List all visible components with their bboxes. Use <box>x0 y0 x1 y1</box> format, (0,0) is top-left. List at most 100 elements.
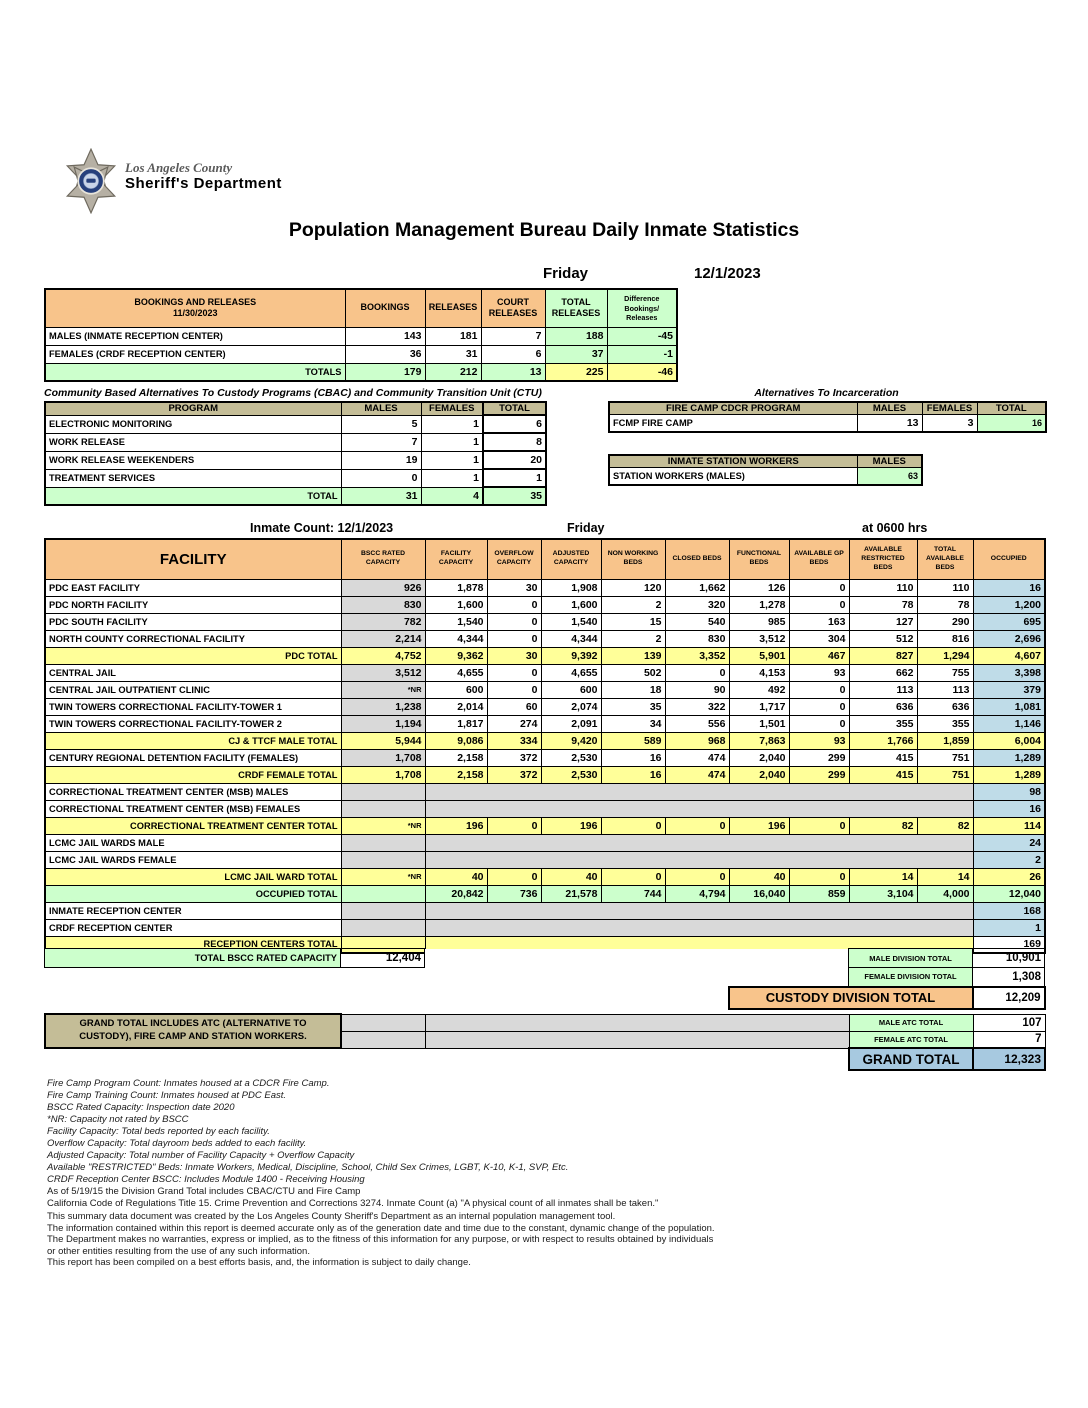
col-releases: RELEASES <box>424 288 482 328</box>
total-label: TOTAL <box>44 486 342 506</box>
facility-row: PDC TOTAL 4,752 9,362 30 9,392 139 3,352 5,901 4… <box>44 646 1046 665</box>
cell-value: 1,859 <box>916 731 974 750</box>
custody-division-label: CUSTODY DIVISION TOTAL <box>727 985 974 1010</box>
cell-bscc: 3,512 <box>340 663 426 682</box>
cell-occupied: 2 <box>972 850 1046 869</box>
cell-value: 1,600 <box>424 595 488 614</box>
cell-bscc <box>340 850 426 869</box>
cell-value: 0 <box>486 663 542 682</box>
cell-value: 1,878 <box>424 578 488 597</box>
cell-value: 0 <box>486 816 542 835</box>
cell-occupied: 1,081 <box>972 697 1046 716</box>
cell-value: 4,655 <box>540 663 602 682</box>
subtotal-label: LCMC JAIL WARD TOTAL <box>44 867 342 886</box>
cell-value: 9,362 <box>424 646 488 665</box>
cell-value: 78 <box>848 595 918 614</box>
facility-row: INMATE RECEPTION CENTER 168 <box>44 901 1046 920</box>
cell-value: 6,004 <box>972 731 1046 750</box>
facility-label: CENTURY REGIONAL DETENTION FACILITY (FEM… <box>44 748 342 767</box>
col-difference: Difference Bookings/ Releases <box>606 288 678 328</box>
cell-value: *NR <box>340 867 426 886</box>
disclaimer-line: The information contained within this re… <box>47 1222 715 1234</box>
cell-bscc <box>340 782 426 801</box>
cell-value: 1,908 <box>540 578 602 597</box>
cell-value: 163 <box>788 612 850 631</box>
facility-col-header: FACILITY <box>44 538 342 580</box>
cell-total: 6 <box>482 414 547 434</box>
col-program: PROGRAM <box>44 401 342 416</box>
cell-occupied: 1,289 <box>972 748 1046 767</box>
fire-camp-row: FCMP FIRE CAMP 13 3 16 <box>608 414 1047 432</box>
cell-value: 13 <box>480 362 546 382</box>
cell-value: 14 <box>848 867 918 886</box>
facility-label: LCMC JAIL WARDS FEMALE <box>44 850 342 869</box>
cell-value: 372 <box>486 748 542 767</box>
facility-label: CENTRAL JAIL OUTPATIENT CLINIC <box>44 680 342 699</box>
row-label: WORK RELEASE <box>44 432 342 452</box>
page-title: Population Management Bureau Daily Inmat… <box>288 219 800 241</box>
female-division-row: FEMALE DIVISION TOTAL 1,308 <box>44 967 1046 987</box>
cell-value: 35 <box>600 697 666 716</box>
cell-value: 4,794 <box>664 884 730 903</box>
row-label: STATION WORKERS (MALES) <box>608 467 858 485</box>
facility-row: CJ & TTCF MALE TOTAL 5,944 9,086 334 9,420 58… <box>44 731 1046 750</box>
cell-bscc: *NR <box>340 680 426 699</box>
cell-value: 2,040 <box>728 748 790 767</box>
cell-value: 4,000 <box>916 884 974 903</box>
cell-value: 290 <box>916 612 974 631</box>
cell-value: 40 <box>424 867 488 886</box>
cell-value: 179 <box>344 362 426 382</box>
cell-value: 474 <box>664 748 730 767</box>
cell-value: -46 <box>606 362 678 382</box>
cell-value: 589 <box>600 731 666 750</box>
col-females: FEMALES <box>420 401 484 416</box>
facility-col-header: FUNCTIONAL BEDS <box>728 538 790 580</box>
cell-value: 120 <box>600 578 666 597</box>
cell-males: 19 <box>340 450 422 470</box>
cell-value: 40 <box>728 867 790 886</box>
facility-summary-table: TOTAL BSCC RATED CAPACITY 12,404 MALE DI… <box>44 948 1046 1010</box>
cell-value: 12,040 <box>972 884 1046 903</box>
cell-value: 1,278 <box>728 595 790 614</box>
na-span <box>424 782 974 801</box>
cell-bscc: 782 <box>340 612 426 631</box>
cell-value: 0 <box>788 714 850 733</box>
footnote-line: Overflow Capacity: Total dayroom beds ad… <box>47 1138 307 1149</box>
cell-value: 139 <box>600 646 666 665</box>
cell-value: 0 <box>486 595 542 614</box>
facility-table: FACILITY BSCC RATED CAPACITY FACILITY CAPA… <box>44 538 1046 954</box>
facility-label: NORTH COUNTY CORRECTIONAL FACILITY <box>44 629 342 648</box>
cell-occupied: 3,398 <box>972 663 1046 682</box>
cell-occupied: 2,696 <box>972 629 1046 648</box>
facility-row: CRDF FEMALE TOTAL 1,708 2,158 372 2,530 16 474… <box>44 765 1046 784</box>
cell-value: 0 <box>600 867 666 886</box>
cell-value: 556 <box>664 714 730 733</box>
cell-value: 30 <box>486 646 542 665</box>
col-females: FEMALES <box>921 401 978 415</box>
cell-value: 93 <box>788 731 850 750</box>
cell-value: 5,901 <box>728 646 790 665</box>
female-atc-row: FEMALE ATC TOTAL 7 <box>45 1030 1046 1049</box>
facility-row: CORRECTIONAL TREATMENT CENTER TOTAL *NR 19… <box>44 816 1046 835</box>
station-workers-table: INMATE STATION WORKERS MALES STATION WOR… <box>608 454 923 486</box>
facility-row: CENTRAL JAIL 3,512 4,655 0 4,655 502 0 4,153 93 6… <box>44 663 1046 682</box>
disclaimer-line: This report has been compiled on a best … <box>47 1257 471 1268</box>
bookings-row: FEMALES (CRDF RECEPTION CENTER) 36 31 6 37 -1 <box>44 344 678 364</box>
cell-value: 355 <box>916 714 974 733</box>
cell-value: 4,344 <box>540 629 602 648</box>
facility-label: PDC EAST FACILITY <box>44 578 342 597</box>
fire-camp-table: FIRE CAMP CDCR PROGRAM MALES FEMALES TOT… <box>608 401 1047 433</box>
footnote-line: Available "RESTRICTED" Beds: Inmate Work… <box>47 1162 569 1173</box>
cell-bscc: 2,214 <box>340 629 426 648</box>
cell-value: 299 <box>788 748 850 767</box>
cell-value: 755 <box>916 663 974 682</box>
cell-value: 6 <box>480 344 546 364</box>
cell-value: 299 <box>788 765 850 784</box>
cell-value: 15 <box>600 612 666 631</box>
cell-value: 18 <box>600 680 666 699</box>
facility-row: LCMC JAIL WARD TOTAL *NR 40 0 40 0 0 40 0 14 14 26 <box>44 867 1046 886</box>
cell-value: 110 <box>848 578 918 597</box>
grand-total-table: GRAND TOTAL INCLUDES ATC (ALTERNATIVE TO… <box>44 1013 1047 1071</box>
cell-value: 512 <box>848 629 918 648</box>
